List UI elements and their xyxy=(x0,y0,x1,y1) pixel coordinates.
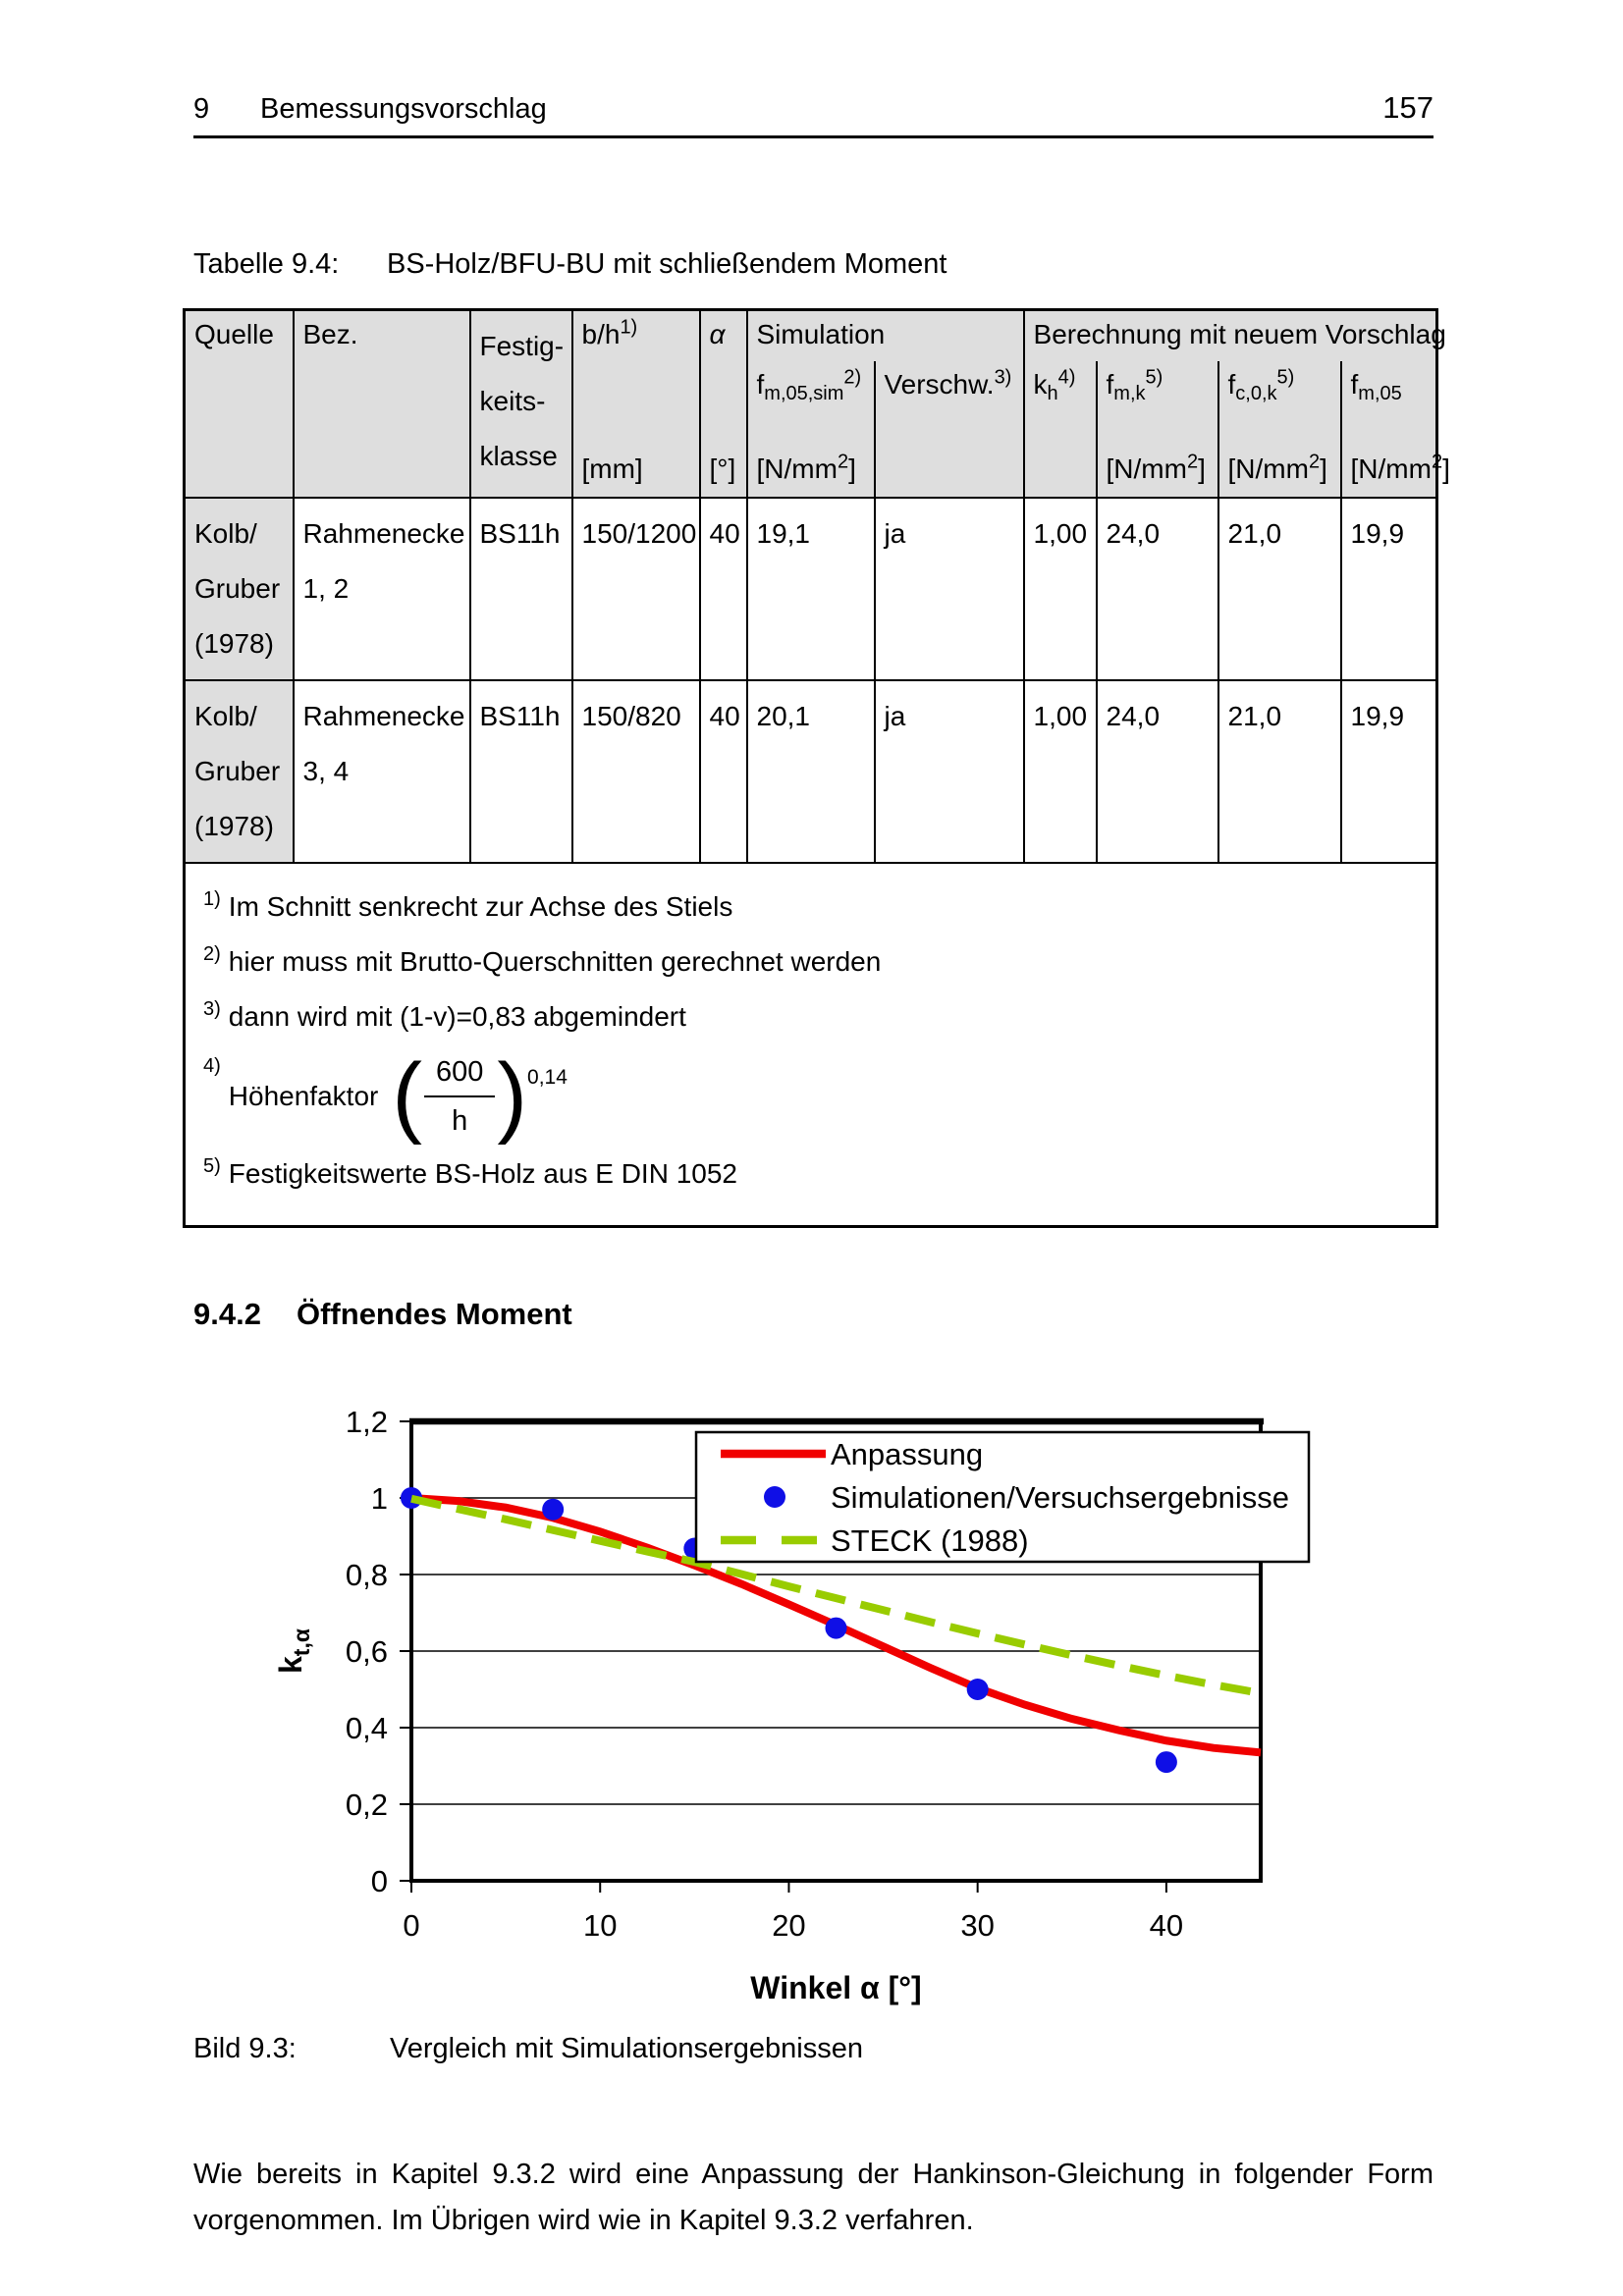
fraction: 600 h xyxy=(423,1052,496,1141)
body-paragraph: Wie bereits in Kapitel 9.3.2 wird eine A… xyxy=(193,2158,1434,2236)
svg-text:0: 0 xyxy=(371,1864,388,1898)
cell-festig: BS11h xyxy=(468,678,573,864)
unit-fm05: [N/mm2] xyxy=(1339,445,1450,498)
footnote-1: 1) Im Schnitt senkrecht zur Achse des Sti… xyxy=(203,888,733,922)
cell-fc0k: 21,0 xyxy=(1217,678,1342,864)
svg-text:0,2: 0,2 xyxy=(346,1788,388,1822)
svg-text:30: 30 xyxy=(960,1908,994,1943)
table-caption-label: Tabelle 9.4: xyxy=(193,248,340,280)
col-header-bh: b/h1) xyxy=(570,309,701,446)
cell-fsim: 19,1 xyxy=(745,496,876,681)
group-header-berechnung: Berechnung mit neuem Vorschlag xyxy=(1022,309,1446,361)
unit-fm05sim: [N/mm2] xyxy=(745,445,876,498)
cell-fm05: 19,9 xyxy=(1339,496,1438,681)
table-row: Kolb/ Gruber (1978) Rahmenecke 3, 4 BS11… xyxy=(183,678,1438,864)
cell-kh: 1,00 xyxy=(1022,678,1098,864)
section-heading: 9.4.2 Öffnendes Moment xyxy=(193,1297,1434,1332)
cell-fc0k: 21,0 xyxy=(1217,496,1342,681)
col-header-fm05: fm,05 xyxy=(1339,360,1438,446)
cell-verschw: ja xyxy=(873,678,1025,864)
col-header-festigkeitsklasse: Festig- keits- klasse xyxy=(468,309,573,498)
unit-bh: [mm] xyxy=(570,445,701,498)
cell-alpha: 40 xyxy=(698,496,748,681)
col-header-kh: kh4) xyxy=(1022,360,1098,498)
figure-caption: Bild 9.3: Vergleich mit Simulationsergeb… xyxy=(193,2033,1434,2065)
svg-text:kt,α: kt,α xyxy=(273,1629,314,1674)
page-header: 9 Bemessungsvorschlag 157 xyxy=(193,0,1434,138)
cell-quelle: Kolb/ Gruber (1978) xyxy=(183,496,295,681)
open-paren: ( xyxy=(392,1045,422,1147)
figure-chart: 0 0,2 0,4 0,6 0,8 1 1,2 0 10 20 30 40 Winkel α [°] kt… xyxy=(186,1377,1434,2023)
cell-bh: 150/820 xyxy=(570,678,701,864)
table-row: Kolb/ Gruber (1978) Rahmenecke 1, 2 BS11… xyxy=(183,496,1438,681)
svg-text:1: 1 xyxy=(371,1481,388,1516)
cell-kh: 1,00 xyxy=(1022,496,1098,681)
section-title: Öffnendes Moment xyxy=(297,1296,572,1331)
svg-text:20: 20 xyxy=(772,1908,805,1943)
cell-bez: Rahmenecke 3, 4 xyxy=(292,678,471,864)
footnote-5: 5) Festigkeitswerte BS-Holz aus E DIN 105… xyxy=(203,1155,738,1189)
cell-festig: BS11h xyxy=(468,496,573,681)
table-caption: Tabelle 9.4: BS-Holz/BFU-BU mit schließe… xyxy=(193,248,1434,281)
cell-fmk: 24,0 xyxy=(1095,496,1219,681)
svg-text:Anpassung: Anpassung xyxy=(831,1437,983,1471)
footnote-2: 2) hier muss mit Brutto-Querschnitten ger… xyxy=(203,943,882,977)
svg-text:10: 10 xyxy=(583,1908,617,1943)
svg-text:0: 0 xyxy=(403,1908,419,1943)
svg-text:STECK (1988): STECK (1988) xyxy=(831,1523,1029,1558)
cell-quelle: Kolb/ Gruber (1978) xyxy=(183,678,295,864)
chapter-title: Bemessungsvorschlag xyxy=(260,93,547,125)
svg-text:0,6: 0,6 xyxy=(346,1634,388,1669)
col-header-bez: Bez. xyxy=(292,309,471,498)
cell-alpha: 40 xyxy=(698,678,748,864)
data-table: Quelle Bez. Festig- keits- klasse b/h1) … xyxy=(183,308,1450,1228)
cell-fsim: 20,1 xyxy=(745,678,876,864)
footnote-4: 4) Höhenfaktor ( 600 h ) 0,14 xyxy=(203,1045,568,1147)
col-header-fc0k: fc,0,k5) xyxy=(1217,360,1342,446)
svg-text:0,8: 0,8 xyxy=(346,1558,388,1592)
cell-verschw: ja xyxy=(873,496,1025,681)
svg-text:0,4: 0,4 xyxy=(346,1711,388,1745)
unit-fmk: [N/mm2] xyxy=(1095,445,1219,498)
col-header-fm05sim: fm,05,sim2) xyxy=(745,360,876,446)
svg-text:Simulationen/Versuchsergebniss: Simulationen/Versuchsergebnisse xyxy=(831,1480,1289,1515)
page-content: 9 Bemessungsvorschlag 157 Tabelle 9.4: B… xyxy=(183,0,1450,2244)
cell-bh: 150/1200 xyxy=(570,496,701,681)
svg-text:40: 40 xyxy=(1150,1908,1183,1943)
col-header-fmk: fm,k5) xyxy=(1095,360,1219,446)
chart-svg: 0 0,2 0,4 0,6 0,8 1 1,2 0 10 20 30 40 Winkel α [°] kt… xyxy=(273,1405,1311,2005)
table-caption-text: BS-Holz/BFU-BU mit schließendem Moment xyxy=(387,248,947,280)
section-number: 9.4.2 xyxy=(193,1296,261,1331)
cell-fmk: 24,0 xyxy=(1095,678,1219,864)
close-paren: ) xyxy=(497,1045,528,1147)
chapter-number: 9 xyxy=(193,93,210,125)
footnote-3: 3) dann wird mit (1-v)=0,83 abgemindert xyxy=(203,998,686,1032)
table-footnotes: 1) Im Schnitt senkrecht zur Achse des Sti… xyxy=(184,861,1437,1227)
figure-caption-text: Vergleich mit Simulationsergebnissen xyxy=(390,2032,863,2064)
figure-caption-label: Bild 9.3: xyxy=(193,2032,297,2064)
cell-bez: Rahmenecke 1, 2 xyxy=(292,496,471,681)
group-header-simulation: Simulation xyxy=(745,309,1025,361)
svg-text:Winkel α [°]: Winkel α [°] xyxy=(750,1970,921,2005)
svg-text:1,2: 1,2 xyxy=(346,1405,388,1439)
unit-alpha: [°] xyxy=(698,445,748,498)
col-header-quelle: Quelle xyxy=(183,309,295,498)
page-number: 157 xyxy=(1382,90,1434,125)
col-header-verschw: Verschw.3) xyxy=(873,360,1025,498)
col-header-alpha: α xyxy=(698,309,748,446)
cell-fm05: 19,9 xyxy=(1339,678,1438,864)
unit-fc0k: [N/mm2] xyxy=(1217,445,1342,498)
